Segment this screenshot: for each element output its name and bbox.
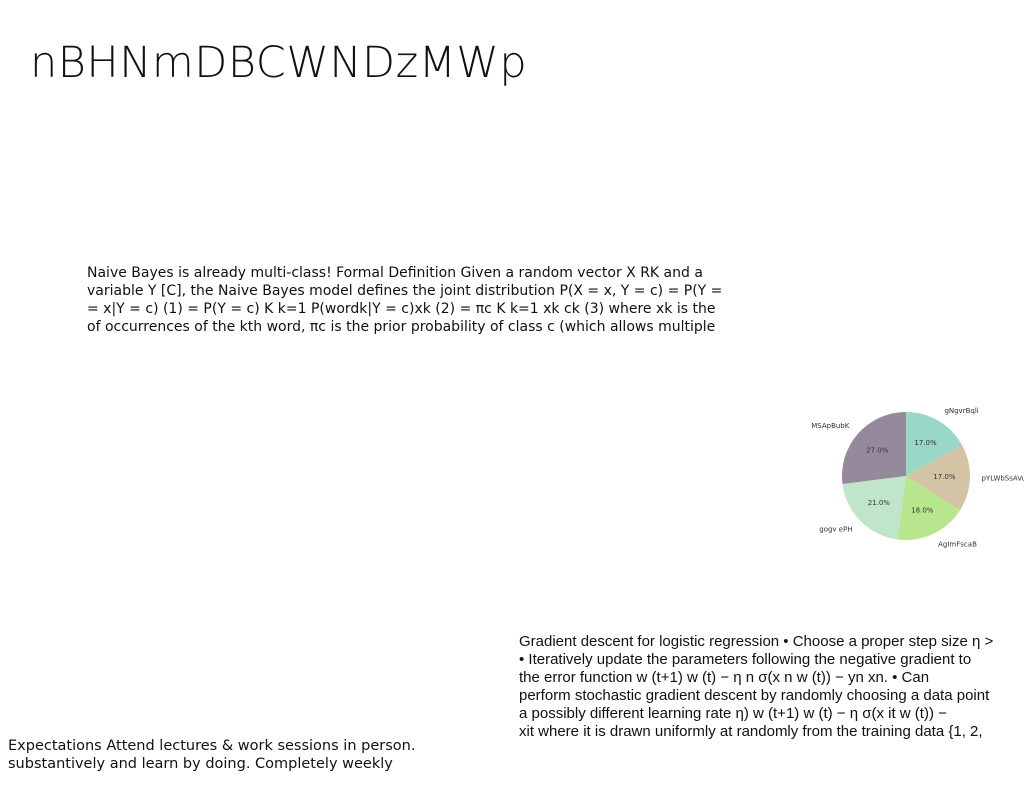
pie-slice — [906, 445, 970, 511]
pie-category-label: MSApBubK — [811, 422, 850, 430]
page-title: nBHNmDBCWNDzMWp — [30, 38, 528, 88]
pie-chart: 17.0% 17.0% 18.0% 21.0% 27.0% gNgvrBqli pYLWb… — [811, 407, 1024, 548]
pie-percent-label: 18.0% — [911, 507, 934, 515]
pie-percent-label: 17.0% — [914, 439, 937, 447]
text-line: Naive Bayes is already multi-class! Form… — [87, 265, 703, 281]
text-line: • Iteratively update the parameters foll… — [519, 651, 972, 668]
pie-percent-label: 17.0% — [933, 473, 956, 481]
pie-slice — [842, 476, 906, 540]
expectations-paragraph: Expectations Attend lectures & work sess… — [8, 737, 415, 773]
pie-category-label: gNgvrBqli — [944, 407, 978, 415]
text-line: of occurrences of the kth word, πc is th… — [87, 319, 716, 335]
pie-category-labels: gNgvrBqli pYLWbSsAVu AgImFscaB gogv ePH MSAp… — [811, 407, 1024, 548]
naive-bayes-paragraph: Naive Bayes is already multi-class! Form… — [87, 264, 722, 336]
pie-category-label: AgImFscaB — [938, 540, 977, 548]
pie-category-label: gogv ePH — [819, 525, 852, 533]
pie-slices — [842, 412, 970, 540]
text-line: Gradient descent for logistic regression… — [519, 633, 994, 650]
pie-percent-label: 21.0% — [868, 499, 891, 507]
text-line: variable Y [C], the Naive Bayes model de… — [87, 283, 723, 299]
pie-category-label: pYLWbSsAVu — [981, 474, 1024, 482]
gradient-descent-paragraph: Gradient descent for logistic regression… — [519, 633, 1024, 741]
text-line: perform stochastic gradient descent by r… — [519, 687, 990, 704]
text-line: a possibly different learning rate η) w … — [519, 705, 947, 722]
text-line: xit where it is drawn uniformly at rando… — [519, 723, 983, 740]
pie-slice — [842, 412, 906, 485]
text-line: = x|Y = c) (1) = P(Y = c) K k=1 P(wordk|… — [87, 301, 716, 317]
pie-percent-label: 27.0% — [866, 447, 889, 455]
pie-slice — [906, 412, 963, 476]
text-line: the error function w (t+1) w (t) − η n σ… — [519, 669, 930, 686]
text-line: substantively and learn by doing. Comple… — [8, 756, 393, 772]
pie-percent-labels: 17.0% 17.0% 18.0% 21.0% 27.0% — [866, 439, 956, 515]
text-line: Expectations Attend lectures & work sess… — [8, 738, 416, 754]
pie-slice — [897, 476, 961, 540]
